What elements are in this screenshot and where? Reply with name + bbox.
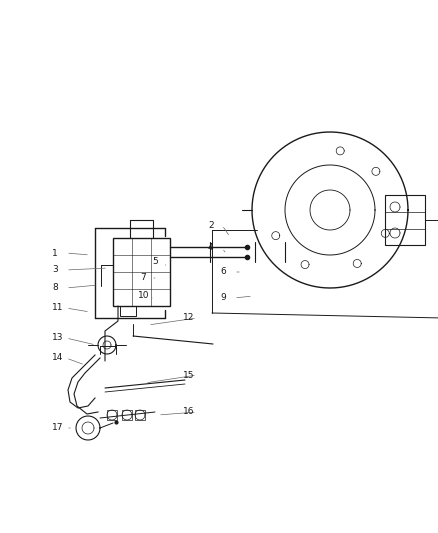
Text: 8: 8: [52, 284, 58, 293]
Text: 4: 4: [208, 244, 214, 253]
Text: 10: 10: [138, 290, 149, 300]
Text: 5: 5: [152, 257, 158, 266]
Bar: [122, 410, 132, 420]
Text: 11: 11: [52, 303, 64, 312]
Text: 3: 3: [52, 265, 58, 274]
Text: 6: 6: [220, 268, 226, 277]
Text: 15: 15: [183, 370, 194, 379]
Bar: [107, 410, 117, 420]
Text: 16: 16: [183, 408, 194, 416]
Bar: [385, 195, 425, 245]
Text: 7: 7: [140, 273, 146, 282]
Text: 14: 14: [52, 353, 64, 362]
Text: 12: 12: [183, 313, 194, 322]
Text: 9: 9: [220, 294, 226, 303]
Text: 1: 1: [52, 248, 58, 257]
Text: 13: 13: [52, 334, 64, 343]
Bar: [120, 306, 136, 316]
Bar: [135, 410, 145, 420]
Text: 17: 17: [52, 424, 64, 432]
Text: 2: 2: [208, 221, 214, 230]
Bar: [113, 238, 170, 306]
